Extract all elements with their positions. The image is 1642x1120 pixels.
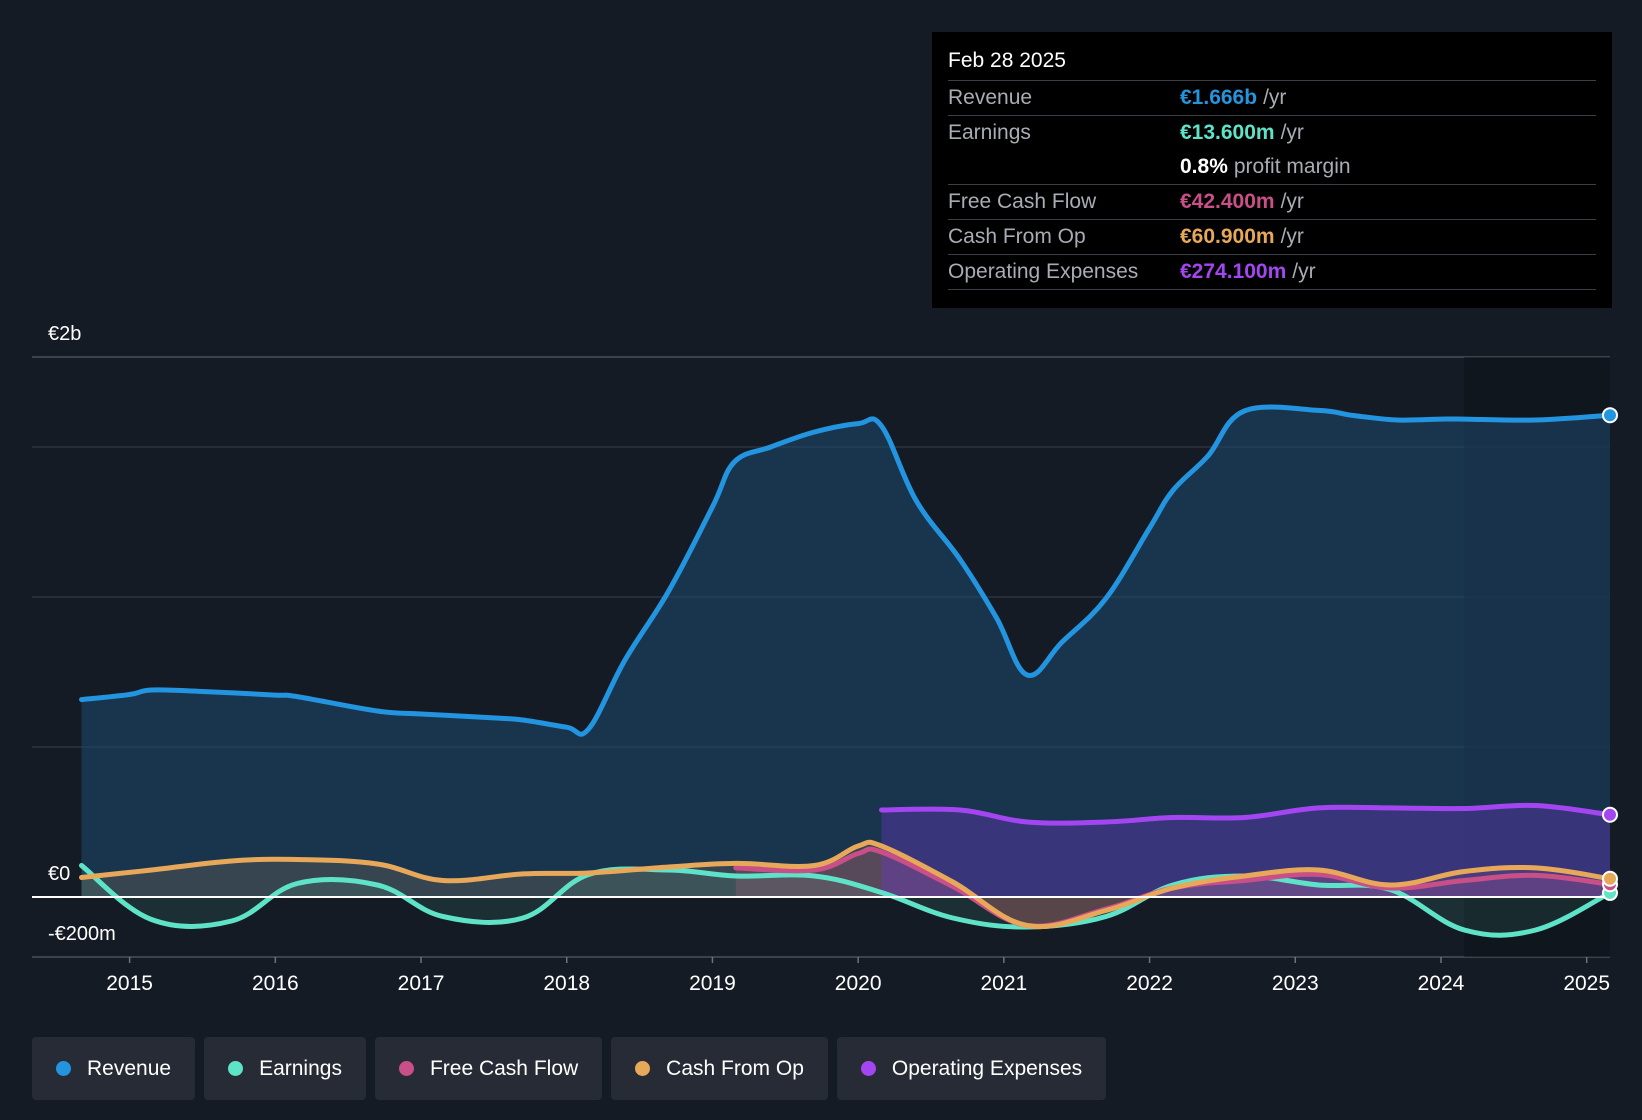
legend-item-cash-from-op[interactable]: Cash From Op <box>611 1037 828 1100</box>
area-cash-from-op <box>81 842 1610 927</box>
legend-label: Operating Expenses <box>891 1056 1083 1080</box>
tooltip-row-fcf: Free Cash Flow €42.400m /yr <box>948 185 1596 220</box>
legend-item-operating-expenses[interactable]: Operating Expenses <box>836 1037 1107 1100</box>
legend-label: Free Cash Flow <box>429 1056 579 1080</box>
tooltip-value: €1.666b <box>1180 86 1258 109</box>
series-areas <box>81 406 1610 936</box>
area-revenue <box>81 406 1610 897</box>
x-axis: 2015 2016 2017 2018 2019 2020 2021 2022 2023 2024… <box>106 957 1610 995</box>
y-label-top: €2b <box>48 323 81 345</box>
legend-label: Cash From Op <box>666 1056 804 1080</box>
tooltip-margin-label: profit margin <box>1233 155 1351 178</box>
line-operating-expenses <box>879 802 1613 826</box>
legend-dot-icon <box>228 1061 244 1076</box>
tooltip-label: Earnings <box>948 121 1031 144</box>
legend-label: Earnings <box>259 1056 342 1080</box>
x-tick-label: 2023 <box>1272 972 1319 995</box>
tooltip-value: €42.400m <box>1180 190 1275 213</box>
tooltip-label: Cash From Op <box>948 225 1086 248</box>
x-tick-label: 2021 <box>981 972 1028 995</box>
tooltip-unit: /yr <box>1263 86 1287 109</box>
area-operating-expenses <box>881 805 1610 897</box>
tooltip-unit: /yr <box>1280 225 1304 248</box>
legend-label: Revenue <box>87 1056 172 1080</box>
tooltip: Feb 28 2025 Revenue €1.666b /yr Earnings… <box>932 32 1612 308</box>
tooltip-date: Feb 28 2025 <box>948 46 1596 81</box>
end-dot-revenue <box>1602 407 1618 424</box>
x-tick-label: 2022 <box>1126 972 1173 995</box>
y-label-zero: €0 <box>48 863 70 885</box>
tooltip-row-earnings: Earnings €13.600m /yr <box>948 116 1596 150</box>
tooltip-margin-value: 0.8% <box>1180 155 1228 178</box>
tooltip-row-margin: 0.8% profit margin <box>948 150 1596 185</box>
x-tick-label: 2025 <box>1563 972 1610 995</box>
tooltip-value: €13.600m <box>1180 121 1275 144</box>
legend-dot-icon <box>398 1061 414 1076</box>
line-earnings <box>79 863 1613 938</box>
tooltip-unit: /yr <box>1280 121 1304 144</box>
x-tick-label: 2016 <box>252 972 299 995</box>
x-tick-label: 2015 <box>106 972 153 995</box>
tooltip-label: Operating Expenses <box>948 260 1139 283</box>
tooltip-value: €60.900m <box>1180 225 1275 248</box>
x-tick-label: 2020 <box>835 972 882 995</box>
series-lines <box>79 404 1613 938</box>
x-tick-label: 2018 <box>543 972 590 995</box>
tooltip-label: Revenue <box>948 86 1033 109</box>
legend-item-earnings[interactable]: Earnings <box>204 1037 366 1100</box>
tooltip-value: €274.100m <box>1180 260 1287 283</box>
tooltip-unit: /yr <box>1292 260 1316 283</box>
y-label-bottom: -€200m <box>48 923 116 945</box>
end-dot-cash-from-op <box>1602 870 1618 887</box>
legend-dot-icon <box>56 1061 71 1076</box>
line-cash-from-op <box>79 839 1613 930</box>
legend-item-free-cash-flow[interactable]: Free Cash Flow <box>374 1037 603 1100</box>
legend-dot-icon <box>860 1061 876 1076</box>
tooltip-label: Free Cash Flow <box>948 190 1097 213</box>
legend-item-revenue[interactable]: Revenue <box>32 1037 196 1100</box>
series-end-markers <box>1602 407 1618 901</box>
legend-dot-icon <box>635 1061 651 1076</box>
end-dot-operating-expenses <box>1602 806 1618 823</box>
tooltip-row-opex: Operating Expenses €274.100m /yr <box>948 255 1596 290</box>
legend: Revenue Earnings Free Cash Flow Cash Fro… <box>32 1037 1115 1100</box>
tooltip-row-cfo: Cash From Op €60.900m /yr <box>948 220 1596 255</box>
x-tick-label: 2019 <box>689 972 736 995</box>
x-tick-label: 2017 <box>398 972 445 995</box>
area-free-cash-flow <box>735 849 1610 927</box>
line-revenue <box>79 404 1613 737</box>
tooltip-row-revenue: Revenue €1.666b /yr <box>948 81 1596 116</box>
tooltip-unit: /yr <box>1280 190 1304 213</box>
x-tick-label: 2024 <box>1418 972 1465 995</box>
